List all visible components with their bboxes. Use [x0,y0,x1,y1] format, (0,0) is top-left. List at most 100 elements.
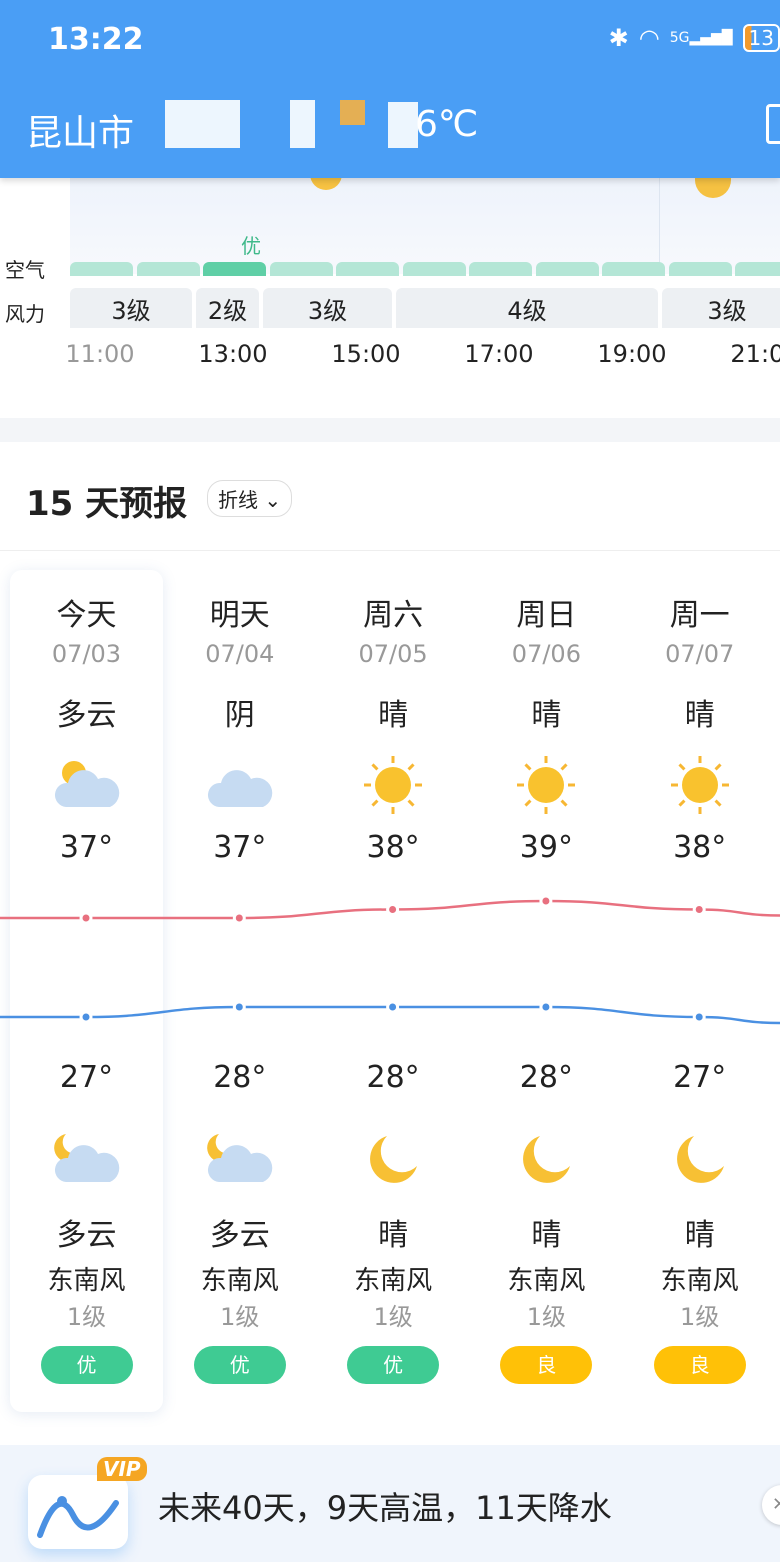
low-temp-point [232,1000,246,1014]
chevron-down-icon: ⌄ [264,488,282,512]
night-weather: 多云 [56,1218,117,1253]
day-date: 07/04 [205,640,275,668]
high-temp-point [692,903,706,916]
aqi-badge: 优 [40,1346,133,1384]
high-temp: 37° [213,830,267,865]
aqi-badge: 良 [653,1346,746,1384]
wind-level: 1级 [373,1303,413,1331]
share-icon[interactable] [766,104,780,144]
high-temp-point [539,894,553,908]
redacted-block [388,102,418,148]
air-quality-bar [735,262,780,276]
bluetooth-icon: ✱ [608,24,629,52]
cloud-icon [163,740,316,830]
hourly-chart-bg [70,178,780,274]
day-name: 今天 [56,598,117,633]
day-weather: 多云 [56,698,117,733]
day-weather: 晴 [531,698,562,733]
redacted-block [165,100,240,148]
high-temp: 38° [673,830,727,865]
day-divider [659,178,660,274]
low-temp-point [692,1010,706,1024]
banner-text: 未来40天，9天高温，11天降水 [158,1489,612,1527]
day-date: 07/05 [358,640,428,668]
day-name: 周六 [363,598,424,633]
hour-label: 19:00 [597,340,667,368]
air-quality-bar [668,262,732,276]
wind-level: 1级 [220,1303,260,1331]
day-column[interactable]: 明天 07/04 阴 37° 28° 多云 东南风 1级 优 [163,590,316,1384]
vip-banner[interactable]: VIP 未来40天，9天高温，11天降水 ✕ [0,1445,780,1562]
forecast-title: 15 天预报 [26,484,188,524]
partly-cloudy-night-icon [10,1110,163,1210]
sun-icon [623,740,776,830]
aqi-badge: 良 [500,1346,593,1384]
low-temp: 27° [673,1060,727,1095]
air-quality-bar [602,262,665,276]
wind-segment: 4级 [396,288,658,328]
day-weather: 晴 [378,698,409,733]
day-column[interactable]: 今天 07/03 多云 37° 27° 多云 东南风 1级 优 [10,590,163,1384]
hourly-forecast[interactable]: 优 空气 风力 3级 2级 3级 4级 3级 11:00 13:00 15:00… [0,168,780,418]
day-name: 周日 [516,598,577,633]
low-temp: 27° [59,1060,114,1095]
high-temp-point [232,911,246,925]
wind-level: 1级 [66,1303,107,1331]
day-date: 07/03 [51,640,122,668]
wind-level: 1级 [680,1303,720,1331]
wind-direction: 东南风 [507,1266,586,1296]
high-temp: 37° [59,830,114,865]
air-quality-bar [402,262,466,276]
day-column[interactable]: 周六 07/05 晴 38° 28° 晴 东南风 1级 优 [317,590,470,1384]
air-quality-label: 优 [241,234,261,258]
hour-label: 11:00 [65,340,135,368]
wind-segment: 3级 [263,288,392,328]
night-weather: 晴 [684,1218,715,1253]
high-temp-point [79,911,93,925]
low-temp: 28° [213,1060,267,1095]
sun-icon [317,740,470,830]
air-quality-bar [336,262,399,276]
today-highlight-card [10,570,163,1412]
wind-direction: 东南风 [47,1266,126,1296]
wind-direction: 东南风 [200,1266,279,1296]
air-quality-bar [70,262,133,276]
high-temp: 39° [519,830,573,865]
day-column[interactable]: 周日 07/06 晴 39° 28° 晴 东南风 1级 良 [470,590,623,1384]
current-temp: 6℃ [415,104,479,145]
hour-label: 15:00 [331,340,401,368]
vip-badge: VIP [97,1457,147,1481]
aqi-badge: 优 [347,1346,440,1384]
temperature-chart [0,894,780,1025]
wifi-icon: ◠ [638,24,660,52]
aqi-badge: 优 [193,1346,286,1384]
wind-direction: 东南风 [354,1266,433,1296]
moon-icon [623,1110,776,1210]
day-column[interactable]: 周一 07/07 晴 38° 27° 晴 东南风 1级 良 [623,590,776,1384]
air-label: 空气 [5,258,45,282]
wind-segment: 3级 [70,288,192,328]
sun-icon [470,740,623,830]
app-header: 13:22 ✱ ◠ 5G▂▄▆█ 13 昆山市 6℃ [0,0,780,178]
close-icon[interactable]: ✕ [762,1485,780,1525]
wind-label: 风力 [5,302,45,326]
high-temp-point [386,903,400,916]
redacted-block [290,100,315,148]
air-quality-bar [535,262,599,276]
wind-level: 1级 [526,1303,567,1331]
chart-mode-dropdown[interactable]: 折线 ⌄ [207,480,293,517]
air-quality-bar [469,262,532,276]
day-weather: 晴 [684,698,715,733]
city-name[interactable]: 昆山市 [26,113,135,154]
air-quality-bar [203,262,266,276]
low-temp: 28° [519,1060,573,1095]
moon-icon [317,1110,470,1210]
day-date: 07/07 [665,640,735,668]
low-temp: 28° [366,1060,420,1095]
partly-cloudy-night-icon [163,1110,316,1210]
day-date: 07/06 [511,640,581,668]
status-icons: ✱ ◠ 5G▂▄▆█ 13 [609,24,780,52]
wind-segment: 2级 [196,288,259,328]
battery-icon: 13 [742,24,780,52]
section-gap [0,418,780,442]
